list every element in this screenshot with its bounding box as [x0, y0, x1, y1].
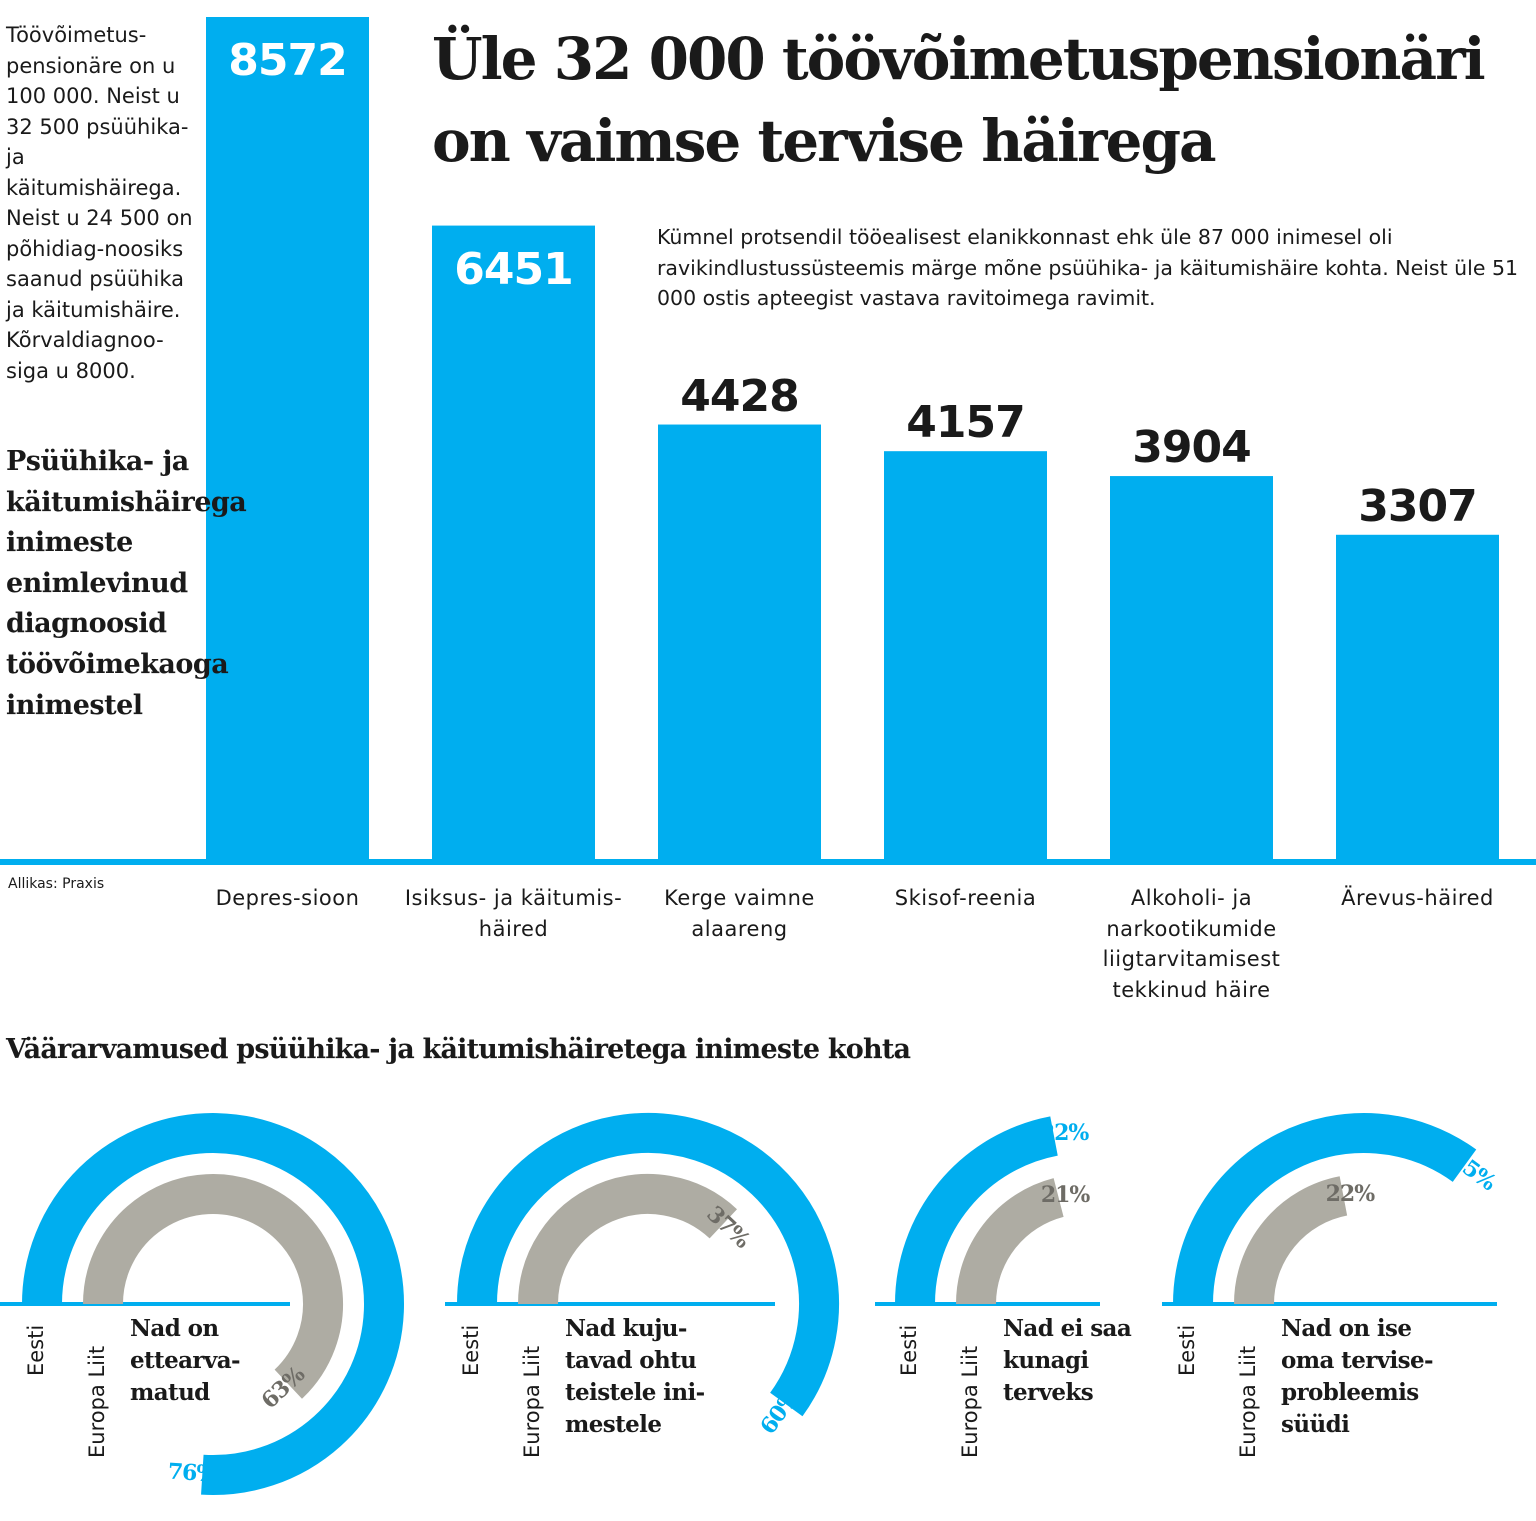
label-eesti: Eesti [897, 1324, 921, 1376]
bar-1 [432, 225, 595, 861]
question-text: Nad on ettearva-matud [130, 1315, 241, 1406]
pct-el: 21% [1040, 1182, 1091, 1208]
arc-eesti [895, 1116, 1059, 1305]
arc-eesti [457, 1112, 839, 1417]
question-text: Nad on ise oma tervise-probleemis süüdi [1281, 1315, 1434, 1438]
arc-el [518, 1174, 737, 1305]
intro-text: Töövõimetus-pensionäre on u 100 000. Nei… [6, 23, 193, 383]
label-el: Europa Liit [85, 1345, 109, 1458]
bar-value-label: 4428 [680, 370, 799, 422]
arc-eesti [22, 1113, 404, 1496]
pct-eesti: 22% [1039, 1120, 1090, 1147]
bar-value-label: 4157 [906, 397, 1025, 449]
bar-baseline [0, 859, 1536, 865]
bar-value-label: 3904 [1132, 422, 1251, 474]
bar-2 [658, 424, 821, 860]
label-el: Europa Liit [958, 1345, 982, 1458]
category-label: Ärevus-häired [1341, 886, 1494, 910]
arc-eesti [1173, 1113, 1477, 1305]
bar-0 [206, 17, 369, 860]
bar-4 [1110, 476, 1273, 860]
bar-value-label: 6451 [454, 243, 573, 295]
bar-3 [884, 451, 1047, 860]
category-label: Alkoholi- ja narkootikumide liigtarvitam… [1102, 886, 1281, 1002]
pct-el: 22% [1325, 1180, 1376, 1207]
bar-chart-heading: Psüühika- ja käitumishäirega inimeste en… [6, 446, 247, 721]
subtitle: Kümnel protsendil tööealisest elanikkonn… [657, 225, 1519, 310]
question-text: Nad kuju-tavad ohtu teistele ini-mestele [565, 1315, 705, 1438]
radial-baseline [0, 1302, 290, 1306]
category-label: Isiksus- ja käitumis-häired [404, 886, 623, 941]
category-label: Kerge vaimne alaareng [664, 886, 815, 941]
pct-eesti: 76% [167, 1458, 218, 1488]
label-eesti: Eesti [24, 1324, 48, 1376]
bar-value-label: 8572 [228, 35, 347, 86]
bar-value-label: 3307 [1358, 480, 1477, 532]
category-label: Skisof-reenia [894, 886, 1037, 910]
label-el: Europa Liit [1236, 1345, 1260, 1458]
question-text: Nad ei saa kunagi terveks [1003, 1315, 1132, 1406]
label-el: Europa Liit [520, 1345, 544, 1458]
label-eesti: Eesti [1175, 1324, 1199, 1376]
source-note: Allikas: Praxis [8, 876, 105, 892]
bar-5 [1336, 534, 1499, 860]
page-title: Üle 32 000 töövõimetuspensionäri on vaim… [432, 25, 1486, 175]
arc-el [83, 1174, 343, 1399]
arc-el [956, 1178, 1065, 1305]
arc-el [1234, 1176, 1348, 1305]
category-label: Depres-sioon [215, 886, 360, 910]
radial-baseline [445, 1302, 775, 1306]
radial-section-title: Väärarvamused psüühika- ja käitumishäire… [6, 1034, 911, 1065]
radial-baseline [1162, 1302, 1497, 1306]
label-eesti: Eesti [459, 1324, 483, 1376]
